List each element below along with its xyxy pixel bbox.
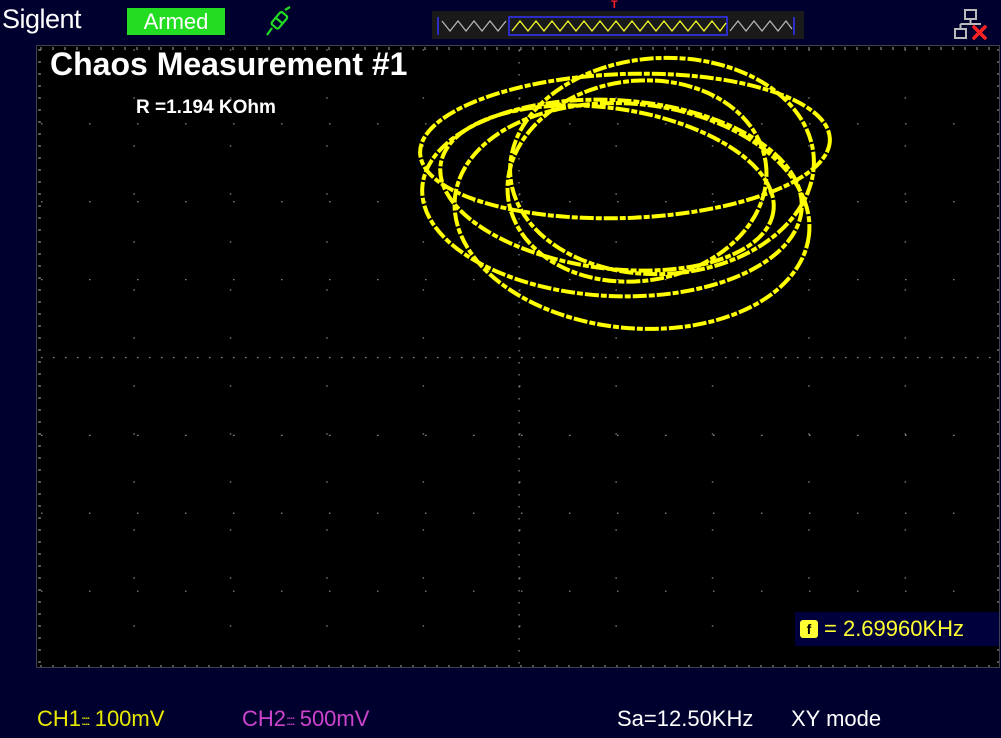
xy-lissajous-trace bbox=[418, 55, 832, 331]
trace-orbit bbox=[418, 71, 832, 221]
trace-orbit bbox=[452, 101, 812, 331]
sample-rate: Sa=12.50KHz bbox=[617, 706, 754, 731]
ch2-coupling-icon: :::: bbox=[286, 712, 295, 729]
display-mode[interactable]: XY mode bbox=[791, 706, 882, 731]
trigger-status-badge: Armed bbox=[127, 8, 225, 35]
resistance-label: R =1.194 KOhm bbox=[136, 97, 276, 118]
trace-orbit bbox=[505, 78, 769, 284]
network-disconnected-icon bbox=[954, 9, 987, 40]
probe-icon bbox=[266, 6, 291, 36]
graticule-dots bbox=[38, 47, 999, 667]
frequency-counter: f = 2.69960KHz bbox=[795, 612, 999, 646]
memory-position-strip[interactable] bbox=[432, 11, 804, 39]
trace-orbit bbox=[508, 55, 816, 277]
ch1-scale[interactable]: CH1:::: 100mV bbox=[37, 706, 164, 732]
ch1-label: CH1 bbox=[37, 706, 82, 731]
trace-orbit bbox=[438, 103, 776, 273]
frequency-icon: f bbox=[800, 620, 818, 638]
ch1-volts-div: 100mV bbox=[94, 706, 165, 731]
brand-label: Siglent bbox=[2, 4, 82, 34]
ch2-scale[interactable]: CH2:::: 500mV bbox=[242, 706, 369, 732]
ch1-coupling-icon: :::: bbox=[81, 712, 90, 729]
bottom-status-bar: CH1:::: 100mV CH2:::: 500mV Sa=12.50KHz … bbox=[0, 696, 1001, 738]
graticule bbox=[38, 47, 999, 667]
measurement-title: Chaos Measurement #1 bbox=[50, 46, 408, 82]
waveform-overview bbox=[437, 16, 795, 36]
frequency-value: = 2.69960KHz bbox=[824, 616, 965, 641]
trigger-position-marker: T bbox=[611, 0, 618, 11]
top-status-bar: Siglent Armed T bbox=[0, 0, 1001, 44]
ch2-label: CH2 bbox=[242, 706, 287, 731]
ch2-volts-div: 500mV bbox=[299, 706, 370, 731]
waveform-display[interactable]: Chaos Measurement #1 R =1.194 KOhm f = 2… bbox=[36, 45, 1000, 668]
